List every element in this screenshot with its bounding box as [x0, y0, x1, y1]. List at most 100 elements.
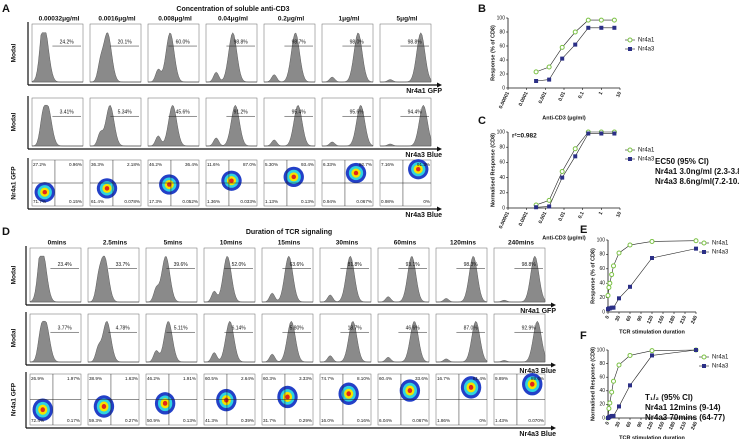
panel-letter: F — [580, 330, 587, 342]
data-point — [649, 238, 655, 244]
data-point — [573, 42, 578, 47]
quadrant-percent: 38.9% — [89, 376, 102, 381]
y-tick-label: 40 — [599, 388, 605, 394]
quadrant-percent: 71.7% — [33, 199, 46, 204]
density — [40, 407, 45, 413]
y-tick-label: 0 — [602, 415, 605, 421]
x-tick-label: 210 — [679, 421, 688, 431]
column-header: 120mins — [450, 240, 476, 247]
x-axis-label: TCR stimulation duration — [619, 329, 685, 335]
panel-letter: D — [2, 226, 10, 238]
y-tick-label: 100 — [497, 15, 506, 21]
legend-marker — [701, 240, 707, 246]
histogram — [147, 105, 199, 147]
x-tick-label: 240 — [690, 421, 699, 431]
y-tick-label: 100 — [597, 347, 606, 353]
stat-text: T₁/₂ (95% CI) — [645, 393, 693, 402]
data-point — [605, 292, 611, 298]
histogram — [263, 105, 316, 147]
quadrant-percent: 46.2% — [149, 162, 162, 167]
histogram — [205, 104, 257, 147]
arrow-head — [437, 206, 442, 212]
histogram — [435, 255, 488, 303]
legend-marker — [628, 157, 632, 161]
stat-text: Nr4a1 12mins (9-14) — [645, 403, 721, 412]
histogram — [493, 320, 546, 363]
x-tick-label: 60 — [625, 315, 633, 323]
histogram — [321, 32, 374, 83]
arrow-head — [551, 425, 556, 431]
quadrant-percent: 1.36% — [207, 199, 220, 204]
x-tick-label: 0.00001 — [498, 211, 511, 230]
x-tick-label: 0.00001 — [498, 91, 511, 110]
quadrant-percent: 81.4% — [473, 376, 486, 381]
y-axis-label: Response (% of CD8) — [590, 248, 596, 304]
column-header: 240mins — [508, 240, 534, 247]
quadrant-percent: 0% — [479, 418, 486, 423]
density — [353, 170, 359, 176]
arrow-head — [551, 302, 556, 308]
data-point — [546, 64, 552, 70]
data-point — [616, 362, 622, 368]
axis-label: Nr4a3 Blue — [519, 368, 556, 375]
axis-label: Nr4a3 Blue — [405, 152, 442, 159]
density — [468, 384, 474, 390]
y-tick-label: 0 — [502, 85, 505, 91]
stat-text: Nr4a1 3.0ng/ml (2.3-3.8) — [655, 167, 739, 176]
quadrant-percent: 1.91% — [183, 376, 196, 381]
data-point — [607, 400, 613, 406]
quadrant-percent: 1.63% — [125, 376, 138, 381]
x-tick-label: 240 — [690, 315, 699, 325]
series-line — [536, 133, 615, 208]
histogram — [261, 320, 313, 363]
legend-marker — [627, 37, 633, 43]
quadrant-percent: 0.96% — [69, 162, 82, 167]
quadrant-percent: 3.33% — [299, 376, 312, 381]
y-tick-label: 100 — [597, 237, 606, 243]
data-point — [611, 17, 617, 23]
column-header: 0.008μg/ml — [158, 16, 192, 23]
data-point — [547, 204, 552, 209]
data-point — [560, 175, 565, 180]
density — [162, 400, 168, 406]
data-point — [650, 256, 654, 260]
histogram — [87, 255, 139, 303]
quadrant-percent: 1.13% — [265, 199, 278, 204]
data-point — [573, 154, 578, 159]
x-axis-label: TCR stimulation duration — [619, 435, 685, 439]
x-tick-label: 0 — [604, 315, 611, 320]
column-header: 0.0016μg/ml — [98, 16, 135, 23]
density — [101, 404, 107, 409]
data-point — [533, 69, 539, 75]
quadrant-percent: 60.4% — [379, 376, 392, 381]
x-tick-label: 30 — [614, 315, 622, 323]
histogram — [319, 321, 372, 363]
legend-label: Nr4a1 — [712, 355, 729, 361]
data-point — [607, 280, 613, 286]
row-label: Modal — [11, 112, 18, 131]
legend-marker — [702, 250, 706, 254]
gate-percent: 33.7% — [116, 262, 131, 268]
quadrant-percent: 1.97% — [67, 376, 80, 381]
quadrant-percent: 16.7% — [437, 376, 450, 381]
data-point — [534, 79, 539, 83]
data-point — [616, 250, 622, 256]
y-tick-label: 100 — [497, 129, 506, 135]
data-point — [617, 404, 621, 409]
data-point — [585, 17, 591, 23]
histogram — [29, 321, 81, 363]
y-tick-label: 20 — [499, 71, 505, 77]
gate-percent: 3.77% — [58, 326, 73, 332]
column-header: 1μg/ml — [339, 16, 360, 23]
data-point — [650, 353, 654, 358]
histogram — [261, 255, 313, 303]
data-point — [606, 405, 612, 411]
data-point — [560, 56, 565, 61]
panel-title: Concentration of soluble anti-CD3 — [176, 6, 289, 13]
y-tick-label: 20 — [599, 402, 605, 408]
data-point — [694, 348, 698, 352]
data-point — [627, 352, 633, 358]
quadrant-percent: 46.2% — [147, 376, 160, 381]
axis-label: Nr4a1 GFP — [520, 308, 556, 315]
series-line — [536, 27, 615, 82]
